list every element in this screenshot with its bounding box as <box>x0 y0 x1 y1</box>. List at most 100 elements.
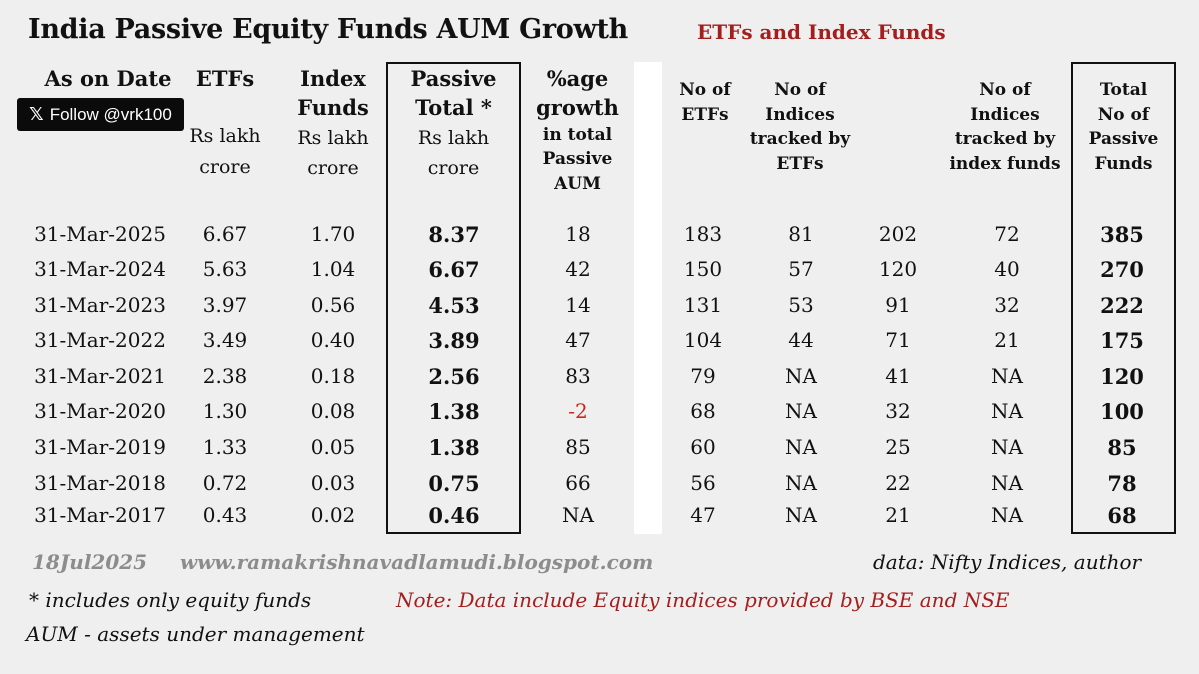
cell-total-funds: 68 <box>1107 503 1137 528</box>
cell-indices-index: 72 <box>994 222 1020 246</box>
cell-etfs: 3.97 <box>202 293 248 317</box>
cell-passive-total: 3.89 <box>428 328 480 353</box>
cell-no-etfs: 150 <box>683 257 723 281</box>
cell-total-funds: 175 <box>1100 328 1144 353</box>
cell-etfs: 1.30 <box>202 399 248 423</box>
cell-no-etfs: 183 <box>683 222 723 246</box>
cell-no-index-funds: 71 <box>885 328 911 352</box>
follow-label: Follow @vrk100 <box>49 104 172 124</box>
cell-index-funds: 0.02 <box>310 503 356 527</box>
cell-no-index-funds: 91 <box>885 293 911 317</box>
cell-no-etfs: 60 <box>690 435 716 459</box>
cell-indices-index: NA <box>991 471 1023 495</box>
cell-no-index-funds: 32 <box>885 399 911 423</box>
cell-indices-etfs: NA <box>785 503 817 527</box>
cell-indices-index: NA <box>991 503 1023 527</box>
cell-no-etfs: 68 <box>690 399 716 423</box>
cell-growth: 18 <box>565 222 591 246</box>
cell-indices-etfs: NA <box>785 435 817 459</box>
header-passive-total: Passive Total * Rs lakh crore <box>410 66 497 180</box>
cell-no-index-funds: 22 <box>885 471 911 495</box>
total-funds-box <box>1071 62 1176 534</box>
cell-no-index-funds: 120 <box>878 257 918 281</box>
cell-passive-total: 0.46 <box>428 503 480 528</box>
cell-index-funds: 0.56 <box>310 293 356 317</box>
cell-date: 31-Mar-2018 <box>34 471 166 495</box>
cell-no-etfs: 79 <box>690 364 716 388</box>
cell-growth: 42 <box>565 257 591 281</box>
cell-growth: 14 <box>565 293 591 317</box>
page-subtitle: ETFs and Index Funds <box>697 20 946 44</box>
cell-no-index-funds: 21 <box>885 503 911 527</box>
cell-passive-total: 8.37 <box>428 222 480 247</box>
cell-growth: 85 <box>565 435 591 459</box>
cell-etfs: 2.38 <box>202 364 248 388</box>
header-indices-etfs: No of Indices tracked by ETFs <box>749 80 851 174</box>
cell-indices-index: NA <box>991 364 1023 388</box>
cell-no-etfs: 47 <box>690 503 716 527</box>
cell-index-funds: 0.40 <box>310 328 356 352</box>
header-index-funds: Index Funds Rs lakh crore <box>297 66 369 180</box>
cell-etfs: 1.33 <box>202 435 248 459</box>
cell-index-funds: 0.08 <box>310 399 356 423</box>
passive-total-box <box>386 62 521 534</box>
cell-date: 31-Mar-2020 <box>34 399 166 423</box>
cell-no-etfs: 56 <box>690 471 716 495</box>
cell-no-etfs: 104 <box>683 328 723 352</box>
cell-indices-etfs: 53 <box>788 293 814 317</box>
cell-date: 31-Mar-2019 <box>34 435 166 459</box>
follow-button[interactable]: 𝕏 Follow @vrk100 <box>17 98 184 131</box>
cell-growth: 47 <box>565 328 591 352</box>
cell-indices-index: NA <box>991 399 1023 423</box>
cell-etfs: 3.49 <box>202 328 248 352</box>
cell-date: 31-Mar-2024 <box>34 257 166 281</box>
cell-growth: 83 <box>565 364 591 388</box>
cell-indices-index: 21 <box>994 328 1020 352</box>
cell-growth: NA <box>562 503 594 527</box>
cell-date: 31-Mar-2021 <box>34 364 166 388</box>
cell-total-funds: 270 <box>1100 257 1144 282</box>
cell-indices-etfs: NA <box>785 471 817 495</box>
note-aum: AUM - assets under management <box>26 622 365 646</box>
footer-url[interactable]: www.ramakrishnavadlamudi.blogspot.com <box>180 550 654 574</box>
cell-no-index-funds: 202 <box>878 222 918 246</box>
cell-total-funds: 100 <box>1100 399 1144 424</box>
cell-index-funds: 1.04 <box>310 257 356 281</box>
footer-date: 18Jul2025 <box>32 550 148 574</box>
cell-etfs: 0.43 <box>202 503 248 527</box>
cell-index-funds: 0.05 <box>310 435 356 459</box>
cell-etfs: 6.67 <box>202 222 248 246</box>
cell-indices-etfs: 81 <box>788 222 814 246</box>
cell-no-index-funds: 41 <box>885 364 911 388</box>
cell-index-funds: 0.03 <box>310 471 356 495</box>
cell-passive-total: 1.38 <box>428 399 480 424</box>
cell-indices-etfs: NA <box>785 364 817 388</box>
cell-total-funds: 85 <box>1107 435 1137 460</box>
cell-date: 31-Mar-2022 <box>34 328 166 352</box>
cell-passive-total: 0.75 <box>428 471 480 496</box>
cell-indices-index: 40 <box>994 257 1020 281</box>
cell-etfs: 5.63 <box>202 257 248 281</box>
cell-etfs: 0.72 <box>202 471 248 495</box>
cell-index-funds: 1.70 <box>310 222 356 246</box>
header-growth: %age growth in total Passive AUM <box>536 66 619 195</box>
header-total-funds: Total No of Passive Funds <box>1088 80 1159 174</box>
cell-indices-etfs: NA <box>785 399 817 423</box>
column-divider <box>634 62 662 534</box>
cell-total-funds: 78 <box>1107 471 1137 496</box>
header-indices-index: No of Indices tracked by index funds <box>949 80 1061 174</box>
page-title: India Passive Equity Funds AUM Growth <box>28 14 628 45</box>
header-no-etfs: No of ETFs <box>679 80 731 125</box>
cell-indices-index: 32 <box>994 293 1020 317</box>
cell-passive-total: 4.53 <box>428 293 480 318</box>
cell-indices-etfs: 57 <box>788 257 814 281</box>
note-indices: Note: Data include Equity indices provid… <box>396 588 1010 612</box>
cell-date: 31-Mar-2025 <box>34 222 166 246</box>
note-equity: * includes only equity funds <box>29 588 312 612</box>
header-etfs: ETFs Rs lakh crore <box>189 66 261 178</box>
cell-growth: 66 <box>565 471 591 495</box>
cell-growth: -2 <box>568 399 588 423</box>
cell-passive-total: 2.56 <box>428 364 480 389</box>
footer-source: data: Nifty Indices, author <box>873 550 1142 574</box>
x-logo-icon: 𝕏 <box>29 104 44 125</box>
